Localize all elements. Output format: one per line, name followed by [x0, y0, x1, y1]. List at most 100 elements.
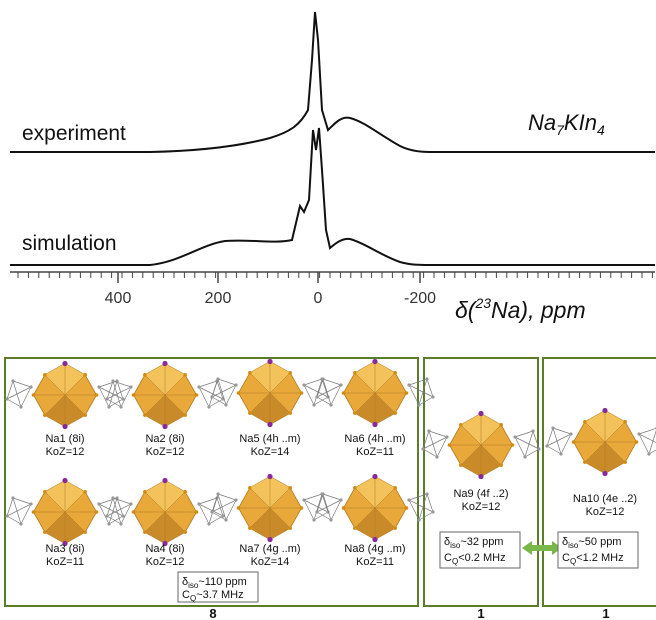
- atom: [162, 424, 167, 429]
- wire: [304, 379, 322, 385]
- atom: [302, 383, 305, 386]
- atom: [216, 377, 219, 380]
- wire: [429, 431, 447, 437]
- wire: [323, 494, 341, 500]
- atom: [405, 391, 409, 395]
- atom: [111, 496, 114, 499]
- delta-sub: iso: [568, 541, 579, 550]
- atom: [353, 486, 357, 490]
- atom: [237, 391, 241, 395]
- site-name: Na9 (4f ..2): [453, 488, 508, 500]
- cq: C: [444, 552, 452, 564]
- site-name: Na2 (8i): [145, 433, 184, 445]
- atom: [353, 411, 357, 415]
- polyhedron: [545, 408, 656, 476]
- atom: [195, 393, 199, 397]
- axis-label-part: Na), ppm: [491, 297, 586, 323]
- wire: [199, 498, 217, 504]
- shift-value: ~32 ppm: [460, 536, 503, 548]
- site-koz: KoZ=14: [251, 556, 290, 568]
- atom: [248, 371, 252, 375]
- atom: [197, 502, 200, 505]
- site-koz: KoZ=12: [146, 556, 185, 568]
- atom: [111, 379, 114, 382]
- atom: [183, 373, 187, 377]
- atom: [315, 510, 318, 513]
- atom: [499, 423, 503, 427]
- atom: [435, 455, 438, 458]
- wire: [553, 428, 571, 434]
- site-koz: KoZ=14: [251, 446, 290, 458]
- atom: [417, 403, 420, 406]
- atom: [339, 498, 342, 501]
- atom: [537, 447, 540, 450]
- tick-label: -200: [404, 290, 436, 307]
- atom: [83, 373, 87, 377]
- atom: [288, 411, 292, 415]
- atom: [315, 395, 318, 398]
- atom: [197, 385, 200, 388]
- atom: [95, 510, 99, 514]
- atom: [132, 510, 136, 514]
- wire: [331, 385, 341, 405]
- atom: [511, 443, 515, 447]
- polyhedron: [105, 478, 224, 546]
- atom: [321, 377, 324, 380]
- atom: [393, 371, 397, 375]
- polyhedron: [421, 411, 540, 479]
- atom: [234, 498, 237, 501]
- atom: [210, 395, 213, 398]
- polyhedron: [210, 474, 329, 542]
- tick-label: 0: [314, 290, 323, 307]
- atom: [405, 506, 409, 510]
- atom: [267, 474, 272, 479]
- wire: [639, 434, 649, 454]
- wire: [437, 437, 447, 457]
- atom: [237, 506, 241, 510]
- atom: [62, 478, 67, 483]
- site-koz: KoZ=11: [356, 556, 394, 568]
- atom: [43, 490, 47, 494]
- wire: [226, 500, 236, 520]
- atom: [353, 526, 357, 530]
- site-name: Na5 (4h ..m): [239, 433, 300, 445]
- wire: [21, 387, 31, 407]
- atom: [393, 411, 397, 415]
- atom: [183, 490, 187, 494]
- atom: [513, 435, 516, 438]
- wire: [199, 387, 209, 407]
- axis-label-sup: 23: [474, 295, 491, 311]
- atom: [372, 474, 377, 479]
- atom: [19, 522, 22, 525]
- atom: [637, 432, 640, 435]
- atom: [5, 514, 8, 517]
- site-koz: KoZ=12: [146, 446, 185, 458]
- atom: [129, 502, 132, 505]
- atom: [183, 530, 187, 534]
- atom: [339, 383, 342, 386]
- experiment-label: experiment: [22, 122, 126, 145]
- atom: [393, 486, 397, 490]
- wire: [515, 431, 533, 437]
- atom: [107, 405, 110, 408]
- panel-box: [424, 358, 538, 606]
- polyhedron: [5, 361, 124, 429]
- wire: [13, 381, 31, 387]
- atom: [5, 397, 8, 400]
- atom: [572, 440, 576, 444]
- atom: [105, 514, 108, 517]
- atom: [312, 518, 315, 521]
- site-count: 1: [602, 606, 609, 620]
- atom: [342, 506, 346, 510]
- site-name: Na4 (8i): [145, 543, 184, 555]
- atom: [11, 496, 14, 499]
- atom: [248, 411, 252, 415]
- atom: [216, 492, 219, 495]
- atom: [143, 530, 147, 534]
- atom: [427, 429, 430, 432]
- atom: [19, 405, 22, 408]
- axis-label-part: δ(: [455, 297, 478, 323]
- atom: [107, 522, 110, 525]
- atom: [267, 422, 272, 427]
- polyhedron: [210, 359, 329, 427]
